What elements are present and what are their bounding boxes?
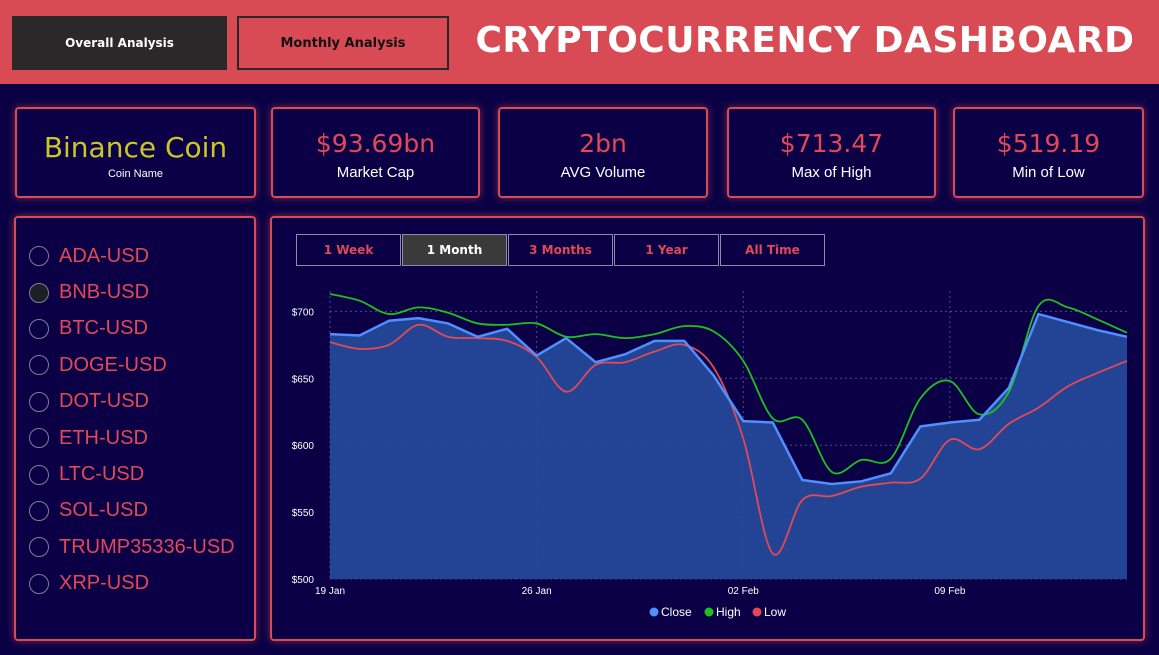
coin-option-label: BTC-USD (59, 317, 148, 340)
radio-button-icon[interactable] (29, 573, 49, 594)
legend-marker-close (649, 607, 659, 617)
monthly-analysis-button[interactable]: Monthly Analysis (237, 16, 449, 70)
max-high-label: Max of High (791, 164, 872, 181)
x-tick-label: 02 Feb (728, 586, 760, 597)
coin-option-label: DOT-USD (59, 390, 149, 413)
coin-option-trump[interactable]: TRUMP35336-USD (16, 529, 254, 565)
min-low-value: $519.19 (996, 129, 1101, 158)
close-area-fill (330, 314, 1127, 579)
price-line-chart: $500 $550 $600 $650 $700 19 Jan 26 Jan 02 Feb 09… (292, 291, 1128, 619)
radio-button-icon[interactable] (29, 464, 49, 485)
coin-option-btc[interactable]: BTC-USD (16, 311, 254, 347)
overall-analysis-button[interactable]: Overall Analysis (12, 16, 227, 70)
market-cap-value: $93.69bn (315, 129, 436, 158)
time-range-1-year-button[interactable]: 1 Year (614, 234, 719, 266)
market-cap-label: Market Cap (336, 164, 415, 181)
avg-volume-value: 2bn (579, 129, 627, 158)
coin-option-label: SOL-USD (59, 499, 148, 522)
coin-option-label: TRUMP35336-USD (59, 535, 235, 558)
market-cap-card: $93.69bn Market Cap (271, 107, 480, 198)
y-tick-label: $500 (292, 575, 315, 586)
coin-option-label: ETH-USD (59, 426, 148, 449)
coin-option-ada[interactable]: ADA-USD (16, 238, 254, 274)
header-bar: Overall Analysis Monthly Analysis CRYPTO… (0, 0, 1159, 84)
low-series-line (329, 323, 1128, 556)
time-range-1-month-button[interactable]: 1 Month (402, 234, 507, 266)
legend-marker-high (704, 607, 714, 617)
price-chart-panel: 1 Week 1 Month 3 Months 1 Year All Time … (270, 216, 1145, 641)
legend-label-close: Close (661, 605, 692, 619)
close-series-line (329, 312, 1128, 486)
min-low-label: Min of Low (1012, 164, 1085, 181)
x-tick-label: 26 Jan (522, 586, 552, 597)
high-series-line (329, 293, 1128, 475)
y-tick-label: $700 (292, 307, 315, 318)
time-range-all-time-button[interactable]: All Time (720, 234, 825, 266)
radio-button-icon[interactable] (29, 428, 49, 449)
coin-option-sol[interactable]: SOL-USD (16, 493, 254, 529)
max-high-value: $713.47 (779, 129, 884, 158)
coin-option-ltc[interactable]: LTC-USD (16, 456, 254, 492)
coin-option-doge[interactable]: DOGE-USD (16, 347, 254, 383)
coin-name-card: Binance Coin Coin Name (15, 107, 256, 198)
coin-option-label: LTC-USD (59, 463, 145, 486)
coin-option-xrp[interactable]: XRP-USD (16, 566, 254, 602)
coin-name-value: Binance Coin (43, 131, 228, 164)
radio-button-icon[interactable] (29, 246, 49, 267)
y-tick-label: $650 (292, 374, 315, 385)
dashboard-title: CRYPTOCURRENCY DASHBOARD (475, 20, 1135, 61)
time-range-selector: 1 Week 1 Month 3 Months 1 Year All Time (296, 234, 826, 266)
time-range-1-week-button[interactable]: 1 Week (296, 234, 401, 266)
avg-volume-label: AVG Volume (560, 164, 646, 181)
coin-option-label: DOGE-USD (59, 353, 167, 376)
radio-button-selected-icon[interactable] (29, 282, 49, 303)
legend-label-high: High (716, 605, 741, 619)
legend-marker-low (752, 607, 762, 617)
x-tick-label: 09 Feb (934, 586, 966, 597)
coin-option-bnb[interactable]: BNB-USD (16, 274, 254, 310)
coin-option-label: BNB-USD (59, 281, 150, 304)
max-high-card: $713.47 Max of High (727, 107, 936, 198)
coin-option-label: ADA-USD (59, 244, 150, 267)
coin-option-label: XRP-USD (59, 572, 150, 595)
coin-option-dot[interactable]: DOT-USD (16, 384, 254, 420)
avg-volume-card: 2bn AVG Volume (498, 107, 708, 198)
y-tick-label: $600 (292, 441, 315, 452)
min-low-card: $519.19 Min of Low (953, 107, 1144, 198)
y-tick-label: $550 (292, 508, 315, 519)
coin-selector-panel: ADA-USD BNB-USD BTC-USD DOGE-USD DOT-USD… (14, 216, 256, 641)
time-range-3-months-button[interactable]: 3 Months (508, 234, 613, 266)
radio-button-icon[interactable] (29, 355, 49, 376)
coin-name-label: Coin Name (107, 168, 164, 180)
coin-option-eth[interactable]: ETH-USD (16, 420, 254, 456)
radio-button-icon[interactable] (29, 500, 49, 521)
radio-button-icon[interactable] (29, 391, 49, 412)
radio-button-icon[interactable] (29, 318, 49, 339)
radio-button-icon[interactable] (29, 537, 49, 558)
x-tick-label: 19 Jan (315, 586, 345, 597)
legend-label-low: Low (764, 605, 786, 619)
